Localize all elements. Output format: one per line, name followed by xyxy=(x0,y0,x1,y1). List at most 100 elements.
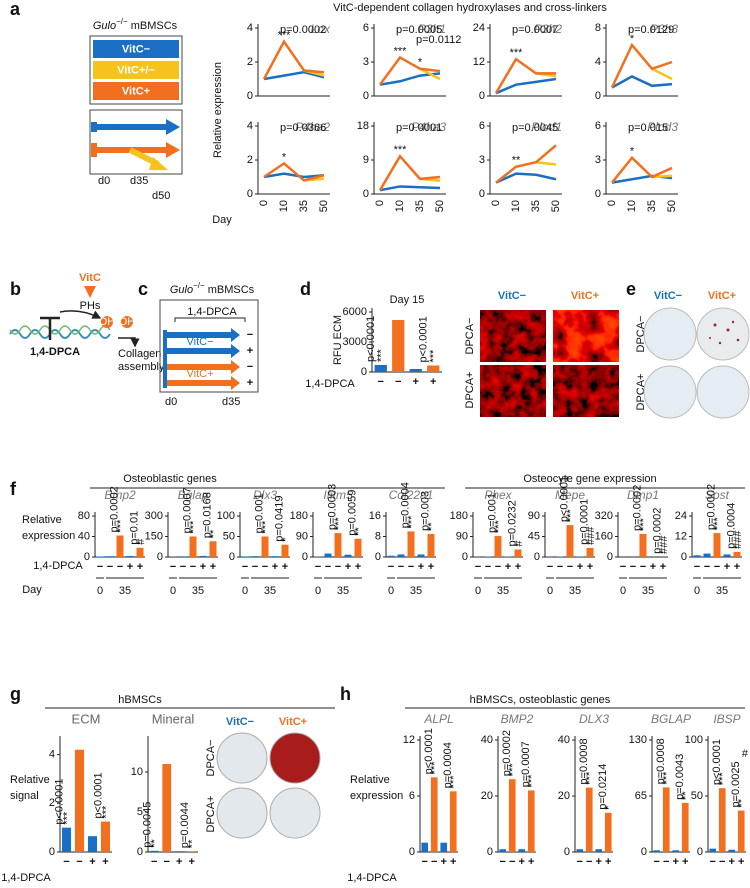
line-series xyxy=(262,39,325,80)
day-label: 35 xyxy=(119,585,131,597)
x-category: + xyxy=(450,856,456,868)
x-category: − xyxy=(567,561,573,573)
p-value: p=0.0004 xyxy=(399,482,411,528)
culture-wells xyxy=(216,732,321,839)
bar xyxy=(576,849,584,852)
significance: ### xyxy=(658,535,670,554)
significance: * xyxy=(630,33,635,45)
p-value: p=0.0008 xyxy=(578,738,590,784)
row-label: DPCA+ xyxy=(635,374,647,411)
significance: *** xyxy=(376,348,388,362)
line-series xyxy=(495,144,557,184)
x-category: + xyxy=(650,561,656,573)
x-category: − xyxy=(107,561,113,573)
significance: ** xyxy=(680,791,692,800)
y-tick-label: 160 xyxy=(595,530,613,542)
x-tick-label: 35 xyxy=(530,200,542,212)
significance: *** xyxy=(493,519,505,533)
y-tick-label: 2 xyxy=(49,797,55,809)
p-value: p=0.0232 xyxy=(506,500,518,546)
bar xyxy=(87,836,98,852)
p-value: p=0.0002 xyxy=(108,486,120,532)
x-category: − xyxy=(378,376,384,388)
timeline-frame xyxy=(89,109,183,175)
x-category: − xyxy=(408,561,414,573)
bar xyxy=(116,535,124,557)
group-label: VitC− xyxy=(186,336,213,348)
day-label: 0 xyxy=(242,585,248,597)
p-value: p=0.0112 xyxy=(416,34,461,46)
x-category: + xyxy=(660,561,666,573)
p-value: p=0.0168 xyxy=(201,492,213,538)
gene: Gulo xyxy=(170,284,193,296)
y-axis-label: RFU ECM xyxy=(332,315,344,365)
panel-label: a xyxy=(10,0,21,19)
p-value: p=0.0007 xyxy=(181,487,193,533)
p-value: p=0.0007 xyxy=(520,741,532,787)
enzyme-label: PHs xyxy=(80,300,101,312)
significance: # xyxy=(135,538,147,545)
x-category: − xyxy=(97,561,103,573)
bar xyxy=(427,533,435,557)
y-tick-label: 40 xyxy=(481,734,493,746)
day-label: 35 xyxy=(192,585,204,597)
bar xyxy=(271,556,279,557)
panel-title: hBMSCs xyxy=(118,694,162,706)
y-tick-label: 24 xyxy=(473,22,485,34)
panel-label: h xyxy=(340,684,351,704)
bar xyxy=(417,554,425,557)
y-tick-label: 8 xyxy=(375,530,381,542)
chart-title: Day 15 xyxy=(390,294,425,306)
bar xyxy=(136,547,144,557)
bar xyxy=(374,365,387,372)
x-category: + xyxy=(200,561,206,573)
p-value: p=0.0025 xyxy=(730,761,742,807)
chart-title: BMP2 xyxy=(501,712,534,726)
x-category: + xyxy=(505,561,511,573)
line-series xyxy=(263,172,325,179)
y-tick-label: 0 xyxy=(247,188,253,200)
p-value: p=0.0059 xyxy=(346,490,358,536)
line-series xyxy=(611,155,673,184)
significance: # xyxy=(742,748,749,760)
significance: *** xyxy=(394,45,408,57)
bar xyxy=(281,544,289,557)
x-category: − xyxy=(630,561,636,573)
culture-wells xyxy=(643,307,750,419)
significance: ### xyxy=(585,526,597,545)
y-tick-label: 9 xyxy=(363,154,369,166)
timeline-label: d35 xyxy=(222,396,240,408)
chart-title: Mepe xyxy=(555,488,585,502)
cell-line: Gulo−/− mBMSCs xyxy=(93,17,178,32)
x-category: + xyxy=(272,561,278,573)
x-category: + xyxy=(519,856,525,868)
x-tick-label: 50 xyxy=(666,200,678,212)
y-tick-label: 0 xyxy=(479,188,485,200)
bracket xyxy=(174,317,246,322)
p-value: p=0.0044 xyxy=(179,802,191,848)
p-value: p=0.0419 xyxy=(273,496,285,542)
x-category: − xyxy=(252,561,258,573)
line-series xyxy=(378,154,441,191)
micrograph xyxy=(553,365,619,417)
bar xyxy=(100,821,111,852)
y-tick-label: 90 xyxy=(528,510,540,522)
significance: * xyxy=(282,151,287,163)
x-category: − xyxy=(170,561,176,573)
chart-title: IBSP xyxy=(713,712,740,726)
y-tick-label: 8 xyxy=(595,22,601,34)
bar xyxy=(126,555,134,557)
y-tick-label: 3 xyxy=(595,154,601,166)
x-category: + xyxy=(189,856,195,868)
x-category: + xyxy=(176,856,182,868)
bar xyxy=(106,556,114,557)
bar xyxy=(604,812,612,852)
y-tick-label: 100 xyxy=(685,734,703,746)
chart-title: P4ha2 xyxy=(295,120,330,134)
x-category: + xyxy=(345,561,351,573)
x-tick-label: 50 xyxy=(318,200,330,212)
x-category: + xyxy=(428,561,434,573)
bar xyxy=(728,849,736,852)
y-tick-label: 4 xyxy=(247,22,253,34)
bar xyxy=(595,849,603,852)
